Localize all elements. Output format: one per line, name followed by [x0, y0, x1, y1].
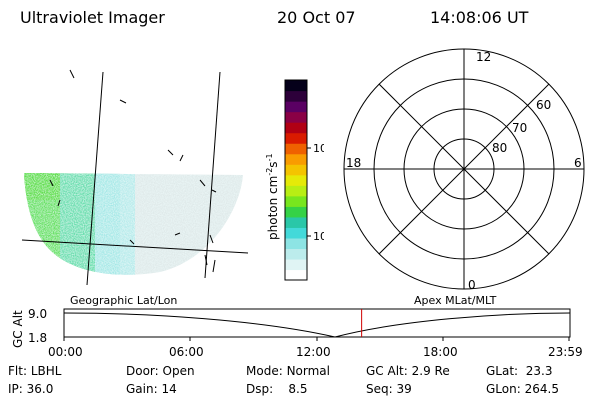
status-filter: Flt: LBHL [8, 364, 61, 378]
intensity-colorbar: 100 10 photon cm-2s-1 [265, 79, 324, 281]
timeline-ytick-high: 9.0 [28, 307, 47, 321]
colorbar-segment [285, 227, 307, 239]
dsp-value: 8.5 [288, 382, 308, 396]
colorbar-segment [285, 237, 307, 250]
colorbar-segment [285, 122, 307, 134]
apex-panel-label: Apex MLat/MLT [414, 294, 497, 307]
timeline-xtick-1: 06:00 [169, 345, 204, 359]
mode-label: Mode: [246, 364, 283, 378]
colorbar-segment [285, 164, 307, 176]
timeline-ytick-low: 1.8 [28, 331, 47, 345]
mlat-label-70: 70 [512, 121, 527, 135]
filter-value: LBHL [30, 364, 62, 378]
colorbar-segment [285, 153, 307, 165]
mlt-label-6: 6 [574, 156, 582, 170]
timeline-ticks [63, 337, 570, 341]
timeline-xtick-0: 00:00 [48, 345, 83, 359]
timeline-xtick-3: 18:00 [423, 345, 458, 359]
timeline-xtick-2: 12:00 [296, 345, 331, 359]
colorbar-tick-100: 100 [313, 142, 324, 155]
colorbar-segment [285, 216, 307, 228]
door-label: Door: [126, 364, 159, 378]
polar-grid [343, 48, 585, 290]
glon-value: 264.5 [524, 382, 559, 396]
status-gc-alt: GC Alt: 2.9 Re [366, 364, 450, 378]
mode-value: Normal [286, 364, 330, 378]
timeline-ylabel: GC Alt [11, 310, 25, 348]
status-seq: Seq: 39 [366, 382, 412, 396]
gc-alt-value: 2.9 Re [411, 364, 450, 378]
gain-label: Gain: [126, 382, 158, 396]
colorbar-segment [285, 174, 307, 186]
glat-label: GLat: [486, 364, 519, 378]
door-value: Open [162, 364, 195, 378]
mlat-label-60: 60 [536, 98, 551, 112]
status-ip: IP: 36.0 [8, 382, 53, 396]
mlt-label-12: 12 [476, 50, 491, 64]
status-glat: GLat: 23.3 [486, 364, 552, 378]
colorbar-segment [285, 269, 307, 281]
dsp-label: Dsp: [246, 382, 274, 396]
altitude-curve [63, 312, 571, 338]
status-mode: Mode: Normal [246, 364, 330, 378]
colorbar-segment [285, 258, 307, 271]
geographic-grid-lines [21, 69, 249, 286]
status-glon: GLon: 264.5 [486, 382, 559, 396]
polar-mlat-mlt-plot: 12 18 6 0 60 70 80 [343, 48, 585, 292]
timeline-xtick-4: 23:59 [548, 345, 583, 359]
filter-label: Flt: [8, 364, 27, 378]
geographic-panel-label: Geographic Lat/Lon [70, 294, 178, 307]
colorbar-segment [285, 101, 307, 113]
orbit-altitude-timeline: GC Alt 9.0 1.8 [11, 307, 571, 348]
glon-label: GLon: [486, 382, 521, 396]
mlt-label-18: 18 [346, 156, 361, 170]
colorbar-segment [285, 90, 307, 102]
colorbar-segment [285, 206, 307, 218]
colorbar-tick-10: 10 [313, 230, 324, 243]
colorbar-segment [285, 132, 307, 144]
observation-time: 14:08:06 UT [430, 8, 529, 27]
colorbar-color-stack [285, 80, 307, 281]
seq-label: Seq: [366, 382, 393, 396]
status-dsp: Dsp: 8.5 [246, 382, 308, 396]
colorbar-segment [285, 143, 307, 155]
colorbar-segment [285, 195, 307, 207]
colorbar-segment [285, 185, 307, 197]
glat-value: 23.3 [525, 364, 553, 378]
mlat-label-80: 80 [492, 141, 507, 155]
ip-value: 36.0 [26, 382, 54, 396]
auroral-image [24, 173, 243, 275]
observation-date: 20 Oct 07 [277, 8, 356, 27]
status-door: Door: Open [126, 364, 195, 378]
colorbar-segment [285, 80, 307, 92]
status-gain: Gain: 14 [126, 382, 177, 396]
mlt-label-0: 0 [468, 278, 476, 292]
seq-value: 39 [396, 382, 412, 396]
gc-alt-label: GC Alt: [366, 364, 408, 378]
gain-value: 14 [161, 382, 177, 396]
colorbar-segment [285, 111, 307, 123]
colorbar-unit-label: photon cm-2s-1 [265, 153, 280, 240]
ip-label: IP: [8, 382, 23, 396]
colorbar-segment [285, 248, 307, 260]
instrument-title: Ultraviolet Imager [20, 8, 165, 27]
geographic-image-panel [21, 69, 249, 286]
